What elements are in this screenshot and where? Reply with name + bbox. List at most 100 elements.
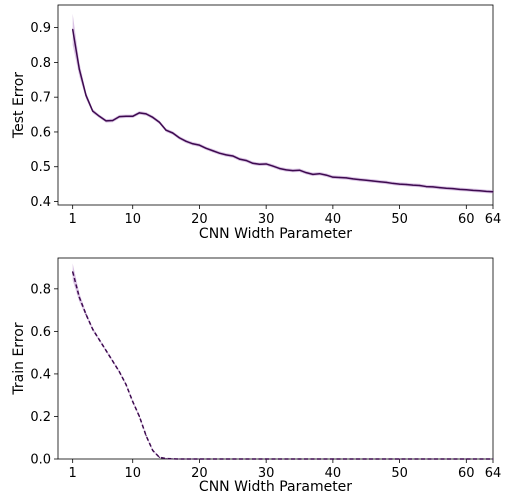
data-point [112, 119, 114, 122]
data-point [185, 458, 187, 460]
data-point [338, 176, 341, 179]
data-point [252, 162, 254, 164]
y-tick-label: 0.6 [30, 325, 51, 340]
data-point [459, 188, 461, 190]
data-point [378, 181, 381, 183]
line-layer [71, 28, 494, 193]
data-point [198, 458, 201, 460]
data-point [112, 360, 114, 362]
data-point [158, 121, 161, 123]
y-tick-label: 0.5 [30, 160, 51, 175]
data-point [185, 140, 187, 142]
data-point [178, 137, 181, 139]
data-point [492, 191, 494, 193]
data-point [98, 115, 100, 117]
data-point [232, 155, 234, 157]
line-layer [71, 271, 494, 460]
data-point [105, 349, 107, 352]
data-point [132, 400, 134, 403]
data-point [445, 187, 447, 189]
data-point [138, 415, 140, 418]
y-tick-label: 0.6 [30, 125, 51, 140]
data-point [218, 152, 221, 154]
y-tick-label: 0.2 [30, 410, 51, 425]
data-point [365, 458, 367, 460]
data-point [385, 181, 387, 183]
data-point [165, 457, 167, 460]
data-point [118, 116, 120, 118]
data-point [432, 458, 434, 460]
data-point [225, 154, 227, 156]
data-point [125, 115, 127, 117]
data-point [132, 115, 134, 117]
data-point [332, 176, 334, 178]
data-point [125, 383, 127, 386]
data-point [412, 184, 414, 186]
data-point [98, 339, 100, 341]
x-tick-label: 30 [258, 212, 275, 227]
y-axis-label: Train Error [11, 322, 27, 395]
data-point [298, 169, 301, 171]
data-point [372, 180, 374, 182]
data-point [265, 458, 267, 460]
data-point [285, 169, 287, 171]
data-point [92, 328, 94, 330]
data-point [392, 182, 394, 185]
data-point [238, 158, 241, 160]
data-point [365, 179, 367, 181]
x-tick-label: 60 [458, 466, 475, 481]
x-tick-label: 50 [391, 212, 408, 227]
data-point [92, 110, 94, 112]
x-tick-label: 40 [325, 212, 342, 227]
x-axis-label: CNN Width Parameter [199, 479, 352, 495]
y-tick-label: 0.0 [30, 453, 51, 468]
data-point [145, 113, 147, 115]
data-point [465, 189, 467, 191]
data-point [158, 456, 161, 458]
data-point [78, 296, 80, 298]
data-point [399, 183, 401, 185]
y-axis-label: Test Error [11, 72, 27, 139]
x-tick-label: 40 [325, 466, 342, 481]
data-point [165, 129, 167, 131]
series-line-0 [71, 29, 494, 193]
data-point [399, 458, 401, 460]
data-point [325, 174, 327, 176]
data-point [105, 120, 107, 122]
data-point [452, 188, 454, 190]
series-line-0 [71, 271, 493, 460]
x-tick-label: 10 [124, 466, 141, 481]
data-point [198, 144, 201, 146]
data-point [485, 190, 487, 193]
data-point [205, 147, 207, 149]
x-tick-label: 20 [191, 466, 208, 481]
data-point [85, 94, 87, 97]
data-point [318, 173, 321, 175]
data-point [492, 458, 494, 460]
data-point [178, 458, 181, 460]
data-point [305, 172, 307, 174]
data-point [152, 449, 154, 452]
data-point [172, 132, 174, 134]
x-tick-label: 10 [124, 212, 141, 227]
data-point [232, 458, 234, 460]
data-point [479, 190, 481, 192]
x-axis-label: CNN Width Parameter [199, 226, 352, 242]
data-point [78, 68, 80, 70]
tick-group: 1 10 20 30 40 50 60 64 0.4 0.5 0.6 0.7 0.8 0.9 [30, 21, 501, 227]
x-tick-label: 30 [258, 466, 275, 481]
data-point [192, 458, 194, 460]
data-point [352, 178, 354, 180]
test-error-chart: 1 10 20 30 40 50 60 64 0.4 0.5 0.6 0.7 0.8 0.9 CNN Wi… [11, 4, 501, 242]
x-tick-label: 64 [485, 212, 502, 227]
band-layer [72, 13, 494, 194]
data-point [358, 179, 361, 181]
error-band-0 [72, 13, 494, 194]
data-point [152, 116, 154, 118]
x-tick-label: 1 [69, 466, 77, 481]
y-tick-label: 0.8 [30, 56, 51, 71]
data-point [425, 185, 427, 188]
data-point [472, 189, 474, 191]
x-tick-label: 64 [485, 466, 502, 481]
